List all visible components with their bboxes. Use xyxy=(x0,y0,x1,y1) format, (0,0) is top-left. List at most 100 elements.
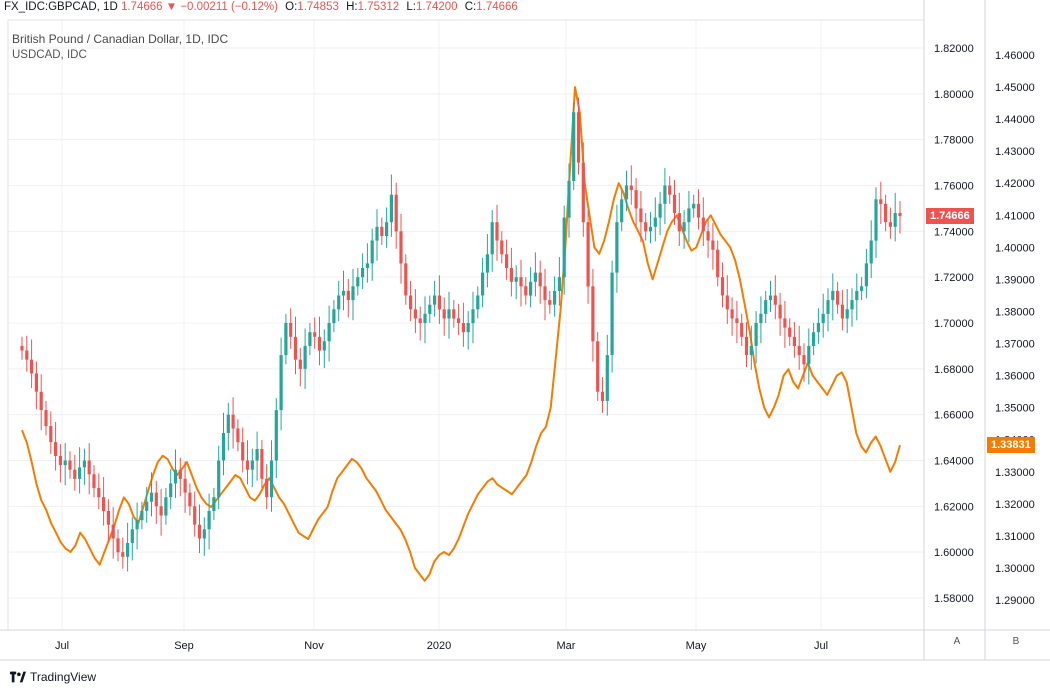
candle xyxy=(327,305,331,362)
candle xyxy=(25,335,29,372)
candle-body xyxy=(596,341,600,392)
right-axis-tick-label: 1.40000 xyxy=(995,242,1035,254)
right-axis-tick-label: 1.31000 xyxy=(995,531,1035,543)
auto-scale-button[interactable]: A xyxy=(953,636,961,647)
candle-body xyxy=(173,469,178,484)
candle-body xyxy=(457,318,461,323)
candle-body xyxy=(543,286,547,301)
candle xyxy=(346,279,350,318)
candle xyxy=(418,306,422,341)
candle-body xyxy=(476,295,480,310)
overlay-series-legend[interactable]: USDCAD, IDC xyxy=(12,49,87,61)
x-axis-tick-label: Nov xyxy=(304,640,324,652)
candle xyxy=(898,201,902,234)
candle-body xyxy=(687,208,691,223)
candle-body xyxy=(102,497,106,511)
candle xyxy=(893,192,897,242)
candle-body xyxy=(437,295,441,310)
candle-body xyxy=(586,222,590,287)
candle xyxy=(730,297,734,336)
candle xyxy=(34,361,38,410)
candle-body xyxy=(78,467,82,479)
candle xyxy=(864,248,868,299)
candle xyxy=(836,281,840,314)
candle xyxy=(82,448,86,485)
candle-body xyxy=(816,323,820,333)
candle-body xyxy=(433,295,437,305)
candle-body xyxy=(289,323,293,337)
candle xyxy=(202,517,206,556)
candle xyxy=(130,517,134,561)
candle xyxy=(677,192,681,246)
candle xyxy=(509,247,513,297)
candle-body xyxy=(30,359,34,374)
candle xyxy=(490,210,494,272)
tradingview-logo[interactable]: TradingView xyxy=(10,668,96,686)
candle-body xyxy=(236,428,240,443)
candle xyxy=(807,328,811,385)
candle xyxy=(812,323,816,356)
candle xyxy=(648,212,653,244)
candle xyxy=(317,316,322,366)
candle xyxy=(754,311,758,364)
x-axis-tick-label: Sep xyxy=(174,640,194,652)
candle-body xyxy=(836,290,840,305)
candle xyxy=(644,213,648,241)
candle-body xyxy=(533,272,537,282)
candle-body xyxy=(202,529,206,539)
candle-body xyxy=(783,318,787,328)
candle xyxy=(322,329,326,368)
candle-body xyxy=(279,355,283,411)
left-axis-tick-label: 1.74000 xyxy=(934,226,974,238)
main-series-legend[interactable]: British Pound / Canadian Dollar, 1D, IDC xyxy=(12,32,229,46)
candle xyxy=(409,280,413,322)
candle xyxy=(389,174,393,237)
candle-body xyxy=(380,226,384,236)
candle xyxy=(567,163,571,238)
candle-body xyxy=(356,277,360,287)
candle-body xyxy=(245,460,250,470)
candle-body xyxy=(154,492,158,507)
candle xyxy=(413,289,417,334)
candle xyxy=(399,213,403,284)
candle xyxy=(49,411,53,455)
left-axis-tick-label: 1.62000 xyxy=(934,501,974,513)
candle xyxy=(457,303,461,335)
candle-body xyxy=(860,286,864,291)
tradingview-brand: TradingView xyxy=(30,670,97,684)
candle-body xyxy=(183,478,187,493)
candle-body xyxy=(164,497,168,516)
candle xyxy=(116,529,120,562)
candle-body xyxy=(826,300,830,314)
candle xyxy=(720,262,725,308)
candle xyxy=(620,190,624,232)
symbol-name[interactable]: FX_IDC:GBPCAD, 1D xyxy=(4,1,118,13)
candle xyxy=(92,465,96,498)
candle xyxy=(284,313,288,365)
candle-body xyxy=(692,203,696,209)
candle-body xyxy=(788,327,792,337)
candle-body xyxy=(869,240,873,264)
candle xyxy=(557,257,561,306)
candle xyxy=(365,243,369,283)
right-scale-button[interactable]: B xyxy=(1012,636,1020,647)
candle-body xyxy=(850,300,854,310)
candle-body xyxy=(226,414,230,433)
candle-body xyxy=(178,469,182,479)
candle-body xyxy=(893,213,897,227)
open-value: 1.74853 xyxy=(297,1,339,13)
candle-body xyxy=(442,309,446,319)
candle-body xyxy=(548,300,552,305)
candle xyxy=(102,477,106,526)
right-axis-tick-label: 1.30000 xyxy=(995,563,1035,575)
candle-body xyxy=(250,460,254,470)
candle-body xyxy=(610,272,614,356)
candle xyxy=(672,180,677,225)
candle xyxy=(265,464,269,510)
candle-body xyxy=(394,194,398,232)
right-axis-tick-label: 1.46000 xyxy=(995,50,1035,62)
candle xyxy=(759,296,763,344)
candle-body xyxy=(327,323,331,342)
candle-body xyxy=(768,295,773,301)
candle-body xyxy=(514,277,518,282)
